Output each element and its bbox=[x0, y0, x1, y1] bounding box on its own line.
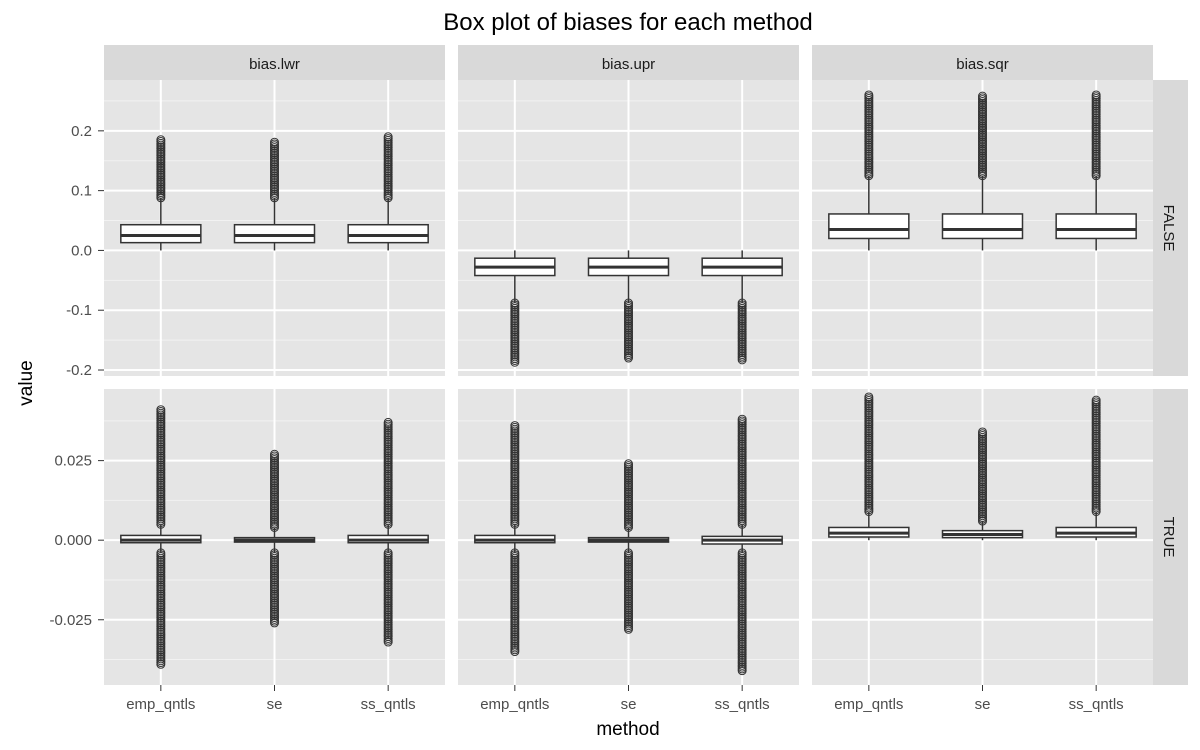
x-tick-label: ss_qntls bbox=[715, 696, 770, 713]
box-iqr bbox=[1055, 213, 1137, 240]
row-strip-label: TRUE bbox=[1160, 517, 1177, 558]
outlier-point bbox=[978, 91, 987, 101]
strip-bias.lwr bbox=[104, 45, 445, 80]
row-strip-FALSE bbox=[1153, 80, 1188, 376]
outlier-point bbox=[864, 392, 874, 402]
x-tick-label: se bbox=[267, 696, 283, 713]
x-tick-label: ss_qntls bbox=[1069, 696, 1124, 713]
outlier-point bbox=[383, 132, 393, 142]
box-se bbox=[941, 427, 1024, 541]
y-tick-label: -0.025 bbox=[49, 612, 92, 629]
x-tick-label: ss_qntls bbox=[361, 696, 416, 713]
outlier-point bbox=[156, 135, 166, 145]
x-tick-label: emp_qntls bbox=[126, 696, 195, 713]
box-ss_qntls bbox=[701, 414, 783, 676]
chart-title: Box plot of biases for each method bbox=[443, 9, 813, 36]
y-tick-label: -0.2 bbox=[66, 362, 92, 379]
box-iqr bbox=[941, 213, 1024, 240]
y-axis-title: value bbox=[16, 360, 37, 405]
x-tick-label: se bbox=[621, 696, 637, 713]
outlier-point bbox=[270, 137, 279, 147]
y-tick-label: 0.2 bbox=[71, 123, 92, 140]
outlier-point bbox=[864, 90, 874, 100]
y-tick-label: -0.1 bbox=[66, 302, 92, 319]
y-tick-label: 0.0 bbox=[71, 242, 92, 259]
box-se bbox=[587, 459, 670, 634]
x-axis-title: method bbox=[596, 719, 659, 740]
outlier-point bbox=[510, 421, 520, 431]
strip-label: bias.sqr bbox=[956, 56, 1009, 73]
x-tick-label: emp_qntls bbox=[834, 696, 903, 713]
box-ss_qntls bbox=[347, 132, 429, 251]
y-tick-label: 0.025 bbox=[54, 453, 92, 470]
box-iqr bbox=[233, 223, 316, 244]
box-emp_qntls bbox=[120, 405, 202, 669]
box-emp_qntls bbox=[828, 392, 910, 541]
strip-bias.upr bbox=[458, 45, 799, 80]
strip-bias.sqr bbox=[812, 45, 1153, 80]
box-iqr bbox=[828, 213, 910, 240]
y-tick-label: 0.000 bbox=[54, 532, 92, 549]
outlier-point bbox=[978, 427, 987, 437]
outlier-point bbox=[156, 405, 166, 415]
box-ss_qntls bbox=[701, 250, 783, 365]
x-tick-label: se bbox=[975, 696, 991, 713]
outlier-point bbox=[1091, 395, 1101, 405]
outlier-point bbox=[1091, 90, 1101, 100]
box-se bbox=[941, 91, 1024, 251]
outlier-point bbox=[737, 414, 747, 424]
box-se bbox=[587, 250, 670, 363]
box-emp_qntls bbox=[474, 421, 556, 657]
box-se bbox=[233, 449, 316, 628]
outlier-point bbox=[270, 449, 279, 459]
box-ss_qntls bbox=[347, 417, 429, 647]
box-emp_qntls bbox=[120, 135, 202, 251]
strip-label: bias.lwr bbox=[249, 56, 300, 73]
outlier-point bbox=[383, 417, 393, 427]
x-tick-label: emp_qntls bbox=[480, 696, 549, 713]
strip-label: bias.upr bbox=[602, 56, 655, 73]
box-ss_qntls bbox=[1055, 90, 1137, 251]
box-iqr bbox=[347, 223, 429, 244]
box-se bbox=[233, 137, 316, 251]
box-ss_qntls bbox=[1055, 395, 1137, 541]
row-strip-label: FALSE bbox=[1160, 205, 1177, 252]
box-emp_qntls bbox=[828, 90, 910, 251]
y-tick-label: 0.1 bbox=[71, 183, 92, 200]
row-strip-TRUE bbox=[1153, 389, 1188, 685]
facet-grid: bias.lwr bias.upr bias.sqr FALSE TRUE -0.2 -0.… bbox=[49, 45, 1188, 713]
box-iqr bbox=[120, 223, 202, 244]
box-emp_qntls bbox=[474, 250, 556, 367]
outlier-point bbox=[624, 459, 633, 469]
